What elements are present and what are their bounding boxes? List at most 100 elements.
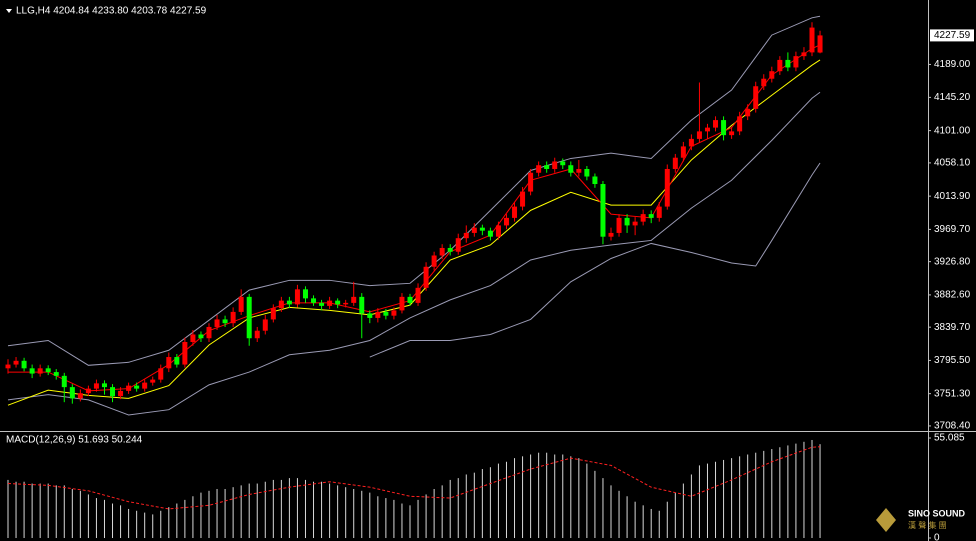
macd-bar	[795, 443, 797, 539]
macd-bar	[449, 479, 451, 539]
macd-bar	[7, 479, 9, 539]
watermark: SINO SOUND 漢 聲 集 團	[876, 508, 966, 532]
y-tick-label: 4013.90	[934, 191, 971, 202]
candle-body	[246, 296, 252, 339]
macd-bar	[441, 485, 443, 539]
macd-bar	[321, 481, 323, 539]
candle-body	[745, 108, 751, 117]
candle-body	[110, 387, 116, 397]
candle-body	[69, 387, 75, 399]
macd-bar	[522, 456, 524, 539]
indicator-line	[7, 59, 821, 406]
macd-bar	[31, 483, 33, 539]
candle-body	[359, 296, 365, 314]
candle-body	[61, 375, 67, 388]
macd-bar	[176, 503, 178, 539]
candle-body	[182, 341, 188, 365]
macd-bar	[658, 510, 660, 539]
candle-body	[126, 385, 132, 391]
macd-bar	[280, 479, 282, 539]
macd-bar	[39, 483, 41, 539]
macd-bar	[723, 459, 725, 539]
candle-body	[238, 296, 244, 312]
candle-body	[753, 86, 759, 109]
indicator-line	[8, 44, 821, 392]
macd-bar	[546, 452, 548, 539]
macd-bar	[120, 505, 122, 539]
candle-body	[536, 165, 542, 173]
candle-body	[552, 161, 558, 169]
candle-body	[688, 138, 694, 147]
candle-body	[777, 59, 783, 72]
macd-bar	[272, 479, 274, 539]
watermark-subtitle: 漢 聲 集 團	[908, 520, 947, 530]
y-tick-label: 3751.30	[934, 388, 971, 399]
macd-bar	[95, 498, 97, 539]
macd-bar	[71, 488, 73, 539]
macd-bar	[216, 488, 218, 539]
macd-bar	[578, 458, 580, 539]
candle-body	[664, 168, 670, 207]
candle-body	[85, 388, 91, 394]
candle-body	[439, 247, 445, 256]
macd-bar	[594, 470, 596, 539]
macd-bar	[377, 496, 379, 539]
candle-body	[696, 131, 702, 139]
macd-bar	[779, 447, 781, 539]
candle-body	[455, 238, 461, 252]
macd-bar	[128, 508, 130, 539]
candle-body	[544, 165, 550, 169]
candle-body	[713, 120, 719, 128]
candle-body	[262, 319, 268, 331]
macd-bar	[538, 452, 540, 539]
macd-bar	[47, 483, 49, 539]
macd-bar	[706, 463, 708, 539]
candle-body	[21, 360, 27, 369]
macd-bar	[505, 461, 507, 539]
candle-body	[737, 116, 743, 132]
candle-body	[608, 232, 614, 237]
candle-body	[479, 227, 485, 231]
macd-bar	[489, 467, 491, 539]
macd-bar	[787, 445, 789, 539]
candle-body	[190, 334, 196, 342]
macd-bar	[264, 481, 266, 539]
candle-body	[520, 191, 526, 207]
candle-body	[729, 131, 735, 136]
macd-bar	[232, 487, 234, 539]
candle-body	[769, 71, 775, 79]
watermark-logo	[876, 508, 896, 532]
macd-bar	[160, 510, 162, 539]
macd-bar	[626, 496, 628, 539]
candle-body	[319, 302, 325, 306]
signal-line	[7, 446, 821, 510]
candle-body	[93, 383, 99, 389]
y-tick-label: 3882.60	[934, 290, 971, 301]
y-tick-label: 3795.50	[934, 355, 971, 366]
macd-bar	[682, 483, 684, 539]
candle-body	[584, 168, 590, 177]
macd-bar	[819, 444, 821, 539]
candle-body	[447, 247, 453, 252]
y-tick-label: 4101.00	[934, 125, 971, 136]
candle-body	[367, 313, 373, 318]
candle-body	[568, 165, 574, 173]
candle-body	[592, 176, 598, 185]
candle-body	[616, 217, 622, 233]
candle-body	[680, 146, 686, 158]
macd-bar	[739, 456, 741, 539]
macd-bar	[715, 461, 717, 539]
macd-bar	[224, 488, 226, 539]
candle-body	[415, 287, 421, 303]
candle-body	[158, 368, 164, 380]
candle-body	[817, 35, 823, 53]
macd-bar	[296, 478, 298, 539]
candle-body	[512, 206, 518, 218]
watermark-name: SINO SOUND	[908, 508, 966, 518]
menu-arrow[interactable]	[6, 9, 12, 13]
candle-body	[222, 319, 228, 324]
candle-body	[391, 310, 397, 316]
candle-body	[632, 221, 638, 226]
macd-bar	[514, 458, 516, 539]
